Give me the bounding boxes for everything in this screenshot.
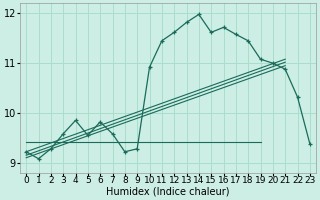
X-axis label: Humidex (Indice chaleur): Humidex (Indice chaleur)	[106, 187, 230, 197]
